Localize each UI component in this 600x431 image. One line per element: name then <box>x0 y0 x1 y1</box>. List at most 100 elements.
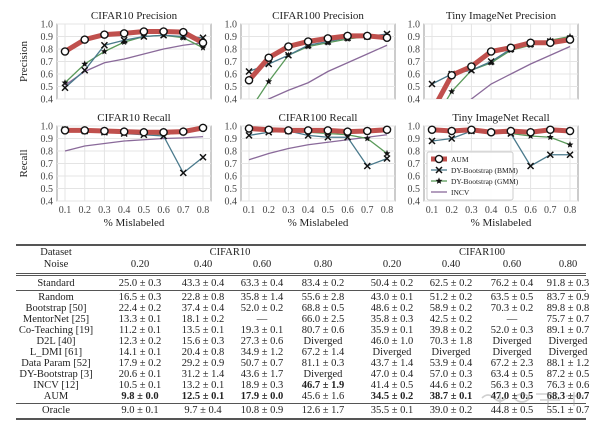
row-method: D2L [40] <box>36 336 76 347</box>
aum-point <box>60 47 70 56</box>
y-tick-label: 0.5 <box>41 82 54 93</box>
series-line-incv <box>470 45 571 99</box>
table-cell: 52.0 ± 0.2 <box>240 303 284 314</box>
y-tick-label: 0.9 <box>225 32 238 43</box>
table-rule <box>16 403 586 404</box>
row-method: Standard <box>37 278 75 289</box>
x-tick-label: 0.7 <box>177 205 190 216</box>
bmm-point <box>61 84 69 92</box>
y-axis-label: Precision <box>18 41 30 82</box>
table-cell: Diverged <box>303 369 343 380</box>
bmm-point <box>100 41 108 49</box>
aum-point <box>244 124 254 133</box>
chart-title: CIFAR100 Recall <box>279 112 358 124</box>
x-axis-label: % Mislabeled <box>471 217 532 229</box>
table-cell: 35.8 ± 1.4 <box>240 292 284 303</box>
y-axis-label: Recall <box>18 149 30 177</box>
table-cell: Diverged <box>431 347 471 358</box>
row-method: INCV [12] <box>33 380 79 391</box>
table-cell: 63.3 ± 0.4 <box>240 278 284 289</box>
table-cell: 46.7 ± 1.9 <box>301 380 345 391</box>
table-cell: 20.4 ± 0.8 <box>181 347 225 358</box>
table-cell: 66.0 ± 2.5 <box>301 314 345 325</box>
y-tick-label: 0.8 <box>41 45 54 56</box>
aum-point <box>198 123 208 133</box>
chart-title: Tiny ImageNet Recall <box>452 112 549 124</box>
table-cell: 19.3 ± 0.1 <box>240 325 284 336</box>
table-cell: 47.0 ± 0.5 <box>490 391 534 402</box>
table-cell: 87.2 ± 0.5 <box>546 369 590 380</box>
row-method: Oracle <box>42 405 70 416</box>
aum-point <box>427 125 437 135</box>
aum-point <box>323 126 333 135</box>
x-tick-label: 0.7 <box>361 205 374 216</box>
legend-label: INCV <box>451 188 470 197</box>
aum-point <box>447 70 457 80</box>
table-cell: 43.0 ± 0.1 <box>370 292 414 303</box>
table-cell: 39.8 ± 0.2 <box>429 325 473 336</box>
gmm-point <box>546 133 554 141</box>
table-cell: 12.5 ± 0.1 <box>181 391 225 402</box>
header-noise-level: 0.80 <box>313 259 333 270</box>
series-line-dy-bootstrap-gmm- <box>64 34 204 84</box>
aum-point <box>264 125 274 135</box>
table-cell: 18.1 ± 0.2 <box>181 314 225 325</box>
y-tick-label: 0.4 <box>408 197 421 208</box>
table-cell: 27.3 ± 0.6 <box>240 336 284 347</box>
table-cell: 16.5 ± 0.3 <box>118 292 162 303</box>
row-method: Bootstrap [50] <box>25 303 87 314</box>
table-cell: 11.2 ± 0.1 <box>118 325 162 336</box>
aum-point <box>303 37 313 46</box>
aum-point <box>506 43 516 53</box>
table-cell: 44.6 ± 0.2 <box>429 380 473 391</box>
aum-point <box>139 127 149 137</box>
table-cell: 68.8 ± 0.5 <box>301 303 345 314</box>
header-cifar100: CIFAR100 <box>459 247 505 258</box>
table-cell: 10.5 ± 0.1 <box>118 380 162 391</box>
x-axis-label: % Mislabeled <box>288 217 349 229</box>
table-cell: 75.7 ± 0.7 <box>546 314 590 325</box>
bmm-point <box>284 51 292 59</box>
x-tick-label: 0.2 <box>445 205 458 216</box>
table-cell: 51.2 ± 0.2 <box>429 292 473 303</box>
table-cell: Diverged <box>548 347 588 358</box>
legend-label: AUM <box>451 155 469 164</box>
legend-label: DY-Bootstrap (GMM) <box>451 177 519 186</box>
table-cell: — <box>506 314 518 325</box>
aum-point <box>506 126 516 136</box>
bmm-point <box>566 151 574 159</box>
table-cell: 14.1 ± 0.1 <box>118 347 162 358</box>
table-cell: 31.2 ± 1.4 <box>181 369 225 380</box>
x-tick-label: 0.5 <box>505 205 518 216</box>
table-cell: 68.3 ± 0.7 <box>546 391 590 402</box>
table-cell: 91.8 ± 0.3 <box>546 278 590 289</box>
y-tick-label: 0.8 <box>408 45 421 56</box>
table-cell: 43.7 ± 1.4 <box>370 358 414 369</box>
series-line-incv <box>267 44 388 99</box>
bmm-point <box>245 131 253 139</box>
row-method: Random <box>38 292 74 303</box>
y-tick-label: 0.7 <box>408 57 421 68</box>
table-cell: 58.9 ± 0.2 <box>429 303 473 314</box>
table-cell: 70.3 ± 1.8 <box>429 336 473 347</box>
bmm-point <box>383 154 391 163</box>
aum-point <box>119 29 129 38</box>
table-cell: 20.6 ± 0.1 <box>118 369 162 380</box>
header-noise: Noise <box>43 259 69 270</box>
y-tick-label: 0.8 <box>408 147 421 158</box>
aum-point <box>100 126 109 136</box>
x-tick-label: 0.2 <box>78 205 91 216</box>
series-line-dy-bootstrap-bmm- <box>64 34 204 89</box>
y-tick-label: 0.5 <box>408 82 421 93</box>
table-cell: Diverged <box>492 336 532 347</box>
x-tick-label: 0.7 <box>544 205 557 216</box>
aum-point <box>565 35 575 44</box>
table-cell: 18.9 ± 0.3 <box>240 380 284 391</box>
table-cell: 25.0 ± 0.3 <box>118 278 162 289</box>
bmm-point <box>428 137 436 145</box>
y-tick-label: 0.9 <box>41 134 54 145</box>
aum-point <box>545 125 555 135</box>
aum-point <box>486 47 496 56</box>
table-cell: 63.5 ± 0.5 <box>490 292 534 303</box>
aum-point <box>545 38 555 48</box>
